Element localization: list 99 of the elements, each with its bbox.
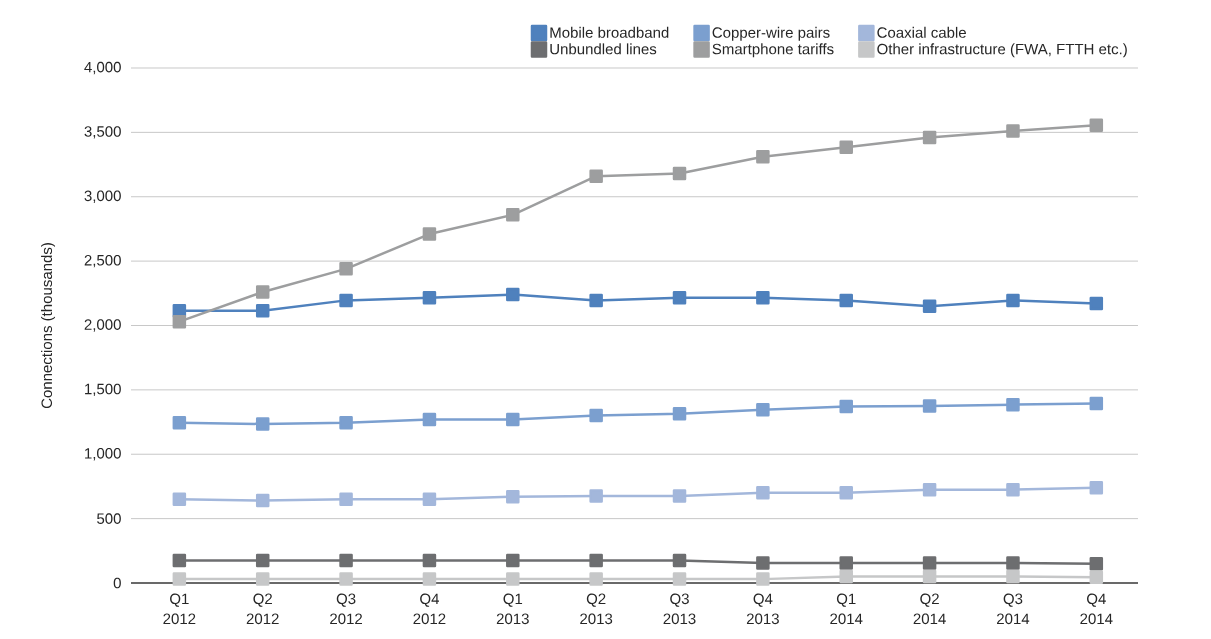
point — [255, 417, 270, 431]
point — [1089, 570, 1104, 584]
point — [172, 314, 187, 329]
point — [255, 493, 270, 508]
point — [339, 415, 353, 430]
y-tick-label: 0 — [113, 577, 121, 589]
point — [1006, 556, 1020, 570]
point — [506, 553, 520, 568]
point — [756, 150, 770, 164]
x-tick-label: Q3 2014 — [997, 593, 1030, 625]
x-tick-label: Q2 2013 — [580, 593, 613, 625]
point — [172, 572, 187, 586]
point — [1006, 397, 1020, 412]
point — [255, 303, 270, 318]
point — [422, 553, 437, 568]
x-tick-label: Q3 2013 — [663, 593, 696, 625]
point — [839, 556, 853, 570]
point — [422, 412, 437, 427]
point — [339, 262, 353, 276]
point — [922, 482, 937, 497]
point — [1006, 293, 1020, 308]
point — [839, 399, 853, 414]
x-tick-label: Q3 2012 — [330, 593, 362, 625]
y-tick-label: 1,500 — [85, 383, 121, 397]
point — [506, 412, 520, 427]
point — [839, 569, 853, 584]
point — [172, 415, 187, 430]
point — [255, 553, 270, 568]
point — [255, 572, 270, 586]
point — [589, 169, 603, 183]
x-tick-label: Q4 2013 — [746, 593, 779, 625]
point — [589, 489, 603, 503]
point — [922, 399, 937, 413]
point — [922, 130, 937, 145]
point — [672, 291, 687, 305]
legend-label: Smartphone tariffs — [712, 43, 834, 58]
point — [422, 492, 437, 507]
point — [756, 556, 770, 570]
point — [506, 208, 520, 222]
point — [589, 408, 603, 423]
point — [1089, 396, 1104, 411]
point — [255, 285, 270, 299]
y-axis-title: Connections (thousands) — [41, 243, 56, 409]
point — [506, 572, 520, 586]
x-tick-label: Q1 2013 — [496, 593, 529, 625]
point — [756, 403, 770, 417]
point — [1006, 569, 1020, 584]
point — [756, 572, 770, 586]
y-tick-label: 3,000 — [84, 190, 121, 203]
y-tick-label: 3,500 — [84, 126, 121, 139]
point — [422, 291, 437, 305]
point — [839, 293, 853, 308]
point — [339, 553, 353, 568]
point — [422, 572, 437, 586]
point — [339, 293, 353, 308]
point — [1089, 296, 1104, 311]
point — [506, 489, 520, 504]
y-tick-label: 4,000 — [84, 61, 121, 75]
legend-label: Coaxial cable — [877, 26, 966, 38]
point — [839, 140, 853, 154]
point — [672, 572, 687, 586]
point — [922, 569, 937, 584]
point — [1006, 482, 1020, 497]
x-tick-label: Q2 2012 — [246, 593, 279, 625]
legend-label: Mobile broadband — [550, 26, 669, 38]
x-tick-label: Q1 2014 — [830, 593, 863, 625]
point — [172, 492, 187, 507]
point — [422, 227, 437, 241]
point — [1006, 124, 1020, 138]
point — [339, 572, 353, 586]
x-tick-label: Q2 2014 — [913, 593, 946, 625]
point — [339, 492, 353, 507]
legend-label: Unbundled lines — [550, 43, 657, 55]
point — [589, 553, 603, 568]
point — [672, 406, 687, 421]
point — [1089, 556, 1104, 571]
y-tick-label: 500 — [97, 513, 121, 524]
point — [589, 572, 603, 586]
point — [922, 299, 937, 313]
point — [1089, 118, 1104, 133]
y-tick-label: 1,000 — [85, 448, 121, 461]
y-tick-label: 2,000 — [84, 319, 121, 332]
point — [922, 556, 937, 570]
x-tick-label: Q4 2014 — [1080, 593, 1113, 625]
point — [589, 293, 603, 308]
point — [672, 553, 687, 568]
point — [672, 166, 687, 181]
point — [506, 287, 520, 302]
legend-label: Other infrastructure (FWA, FTTH etc.) — [877, 43, 1127, 58]
x-tick-label: Q4 2012 — [413, 593, 446, 625]
point — [756, 486, 770, 500]
point — [172, 553, 187, 568]
point — [756, 291, 770, 305]
legend-label: Copper-wire pairs — [712, 26, 830, 41]
point — [672, 489, 687, 503]
point — [1089, 480, 1104, 495]
x-tick-label: Q1 2012 — [163, 593, 196, 625]
y-tick-label: 2,500 — [84, 254, 121, 268]
point — [839, 486, 853, 500]
